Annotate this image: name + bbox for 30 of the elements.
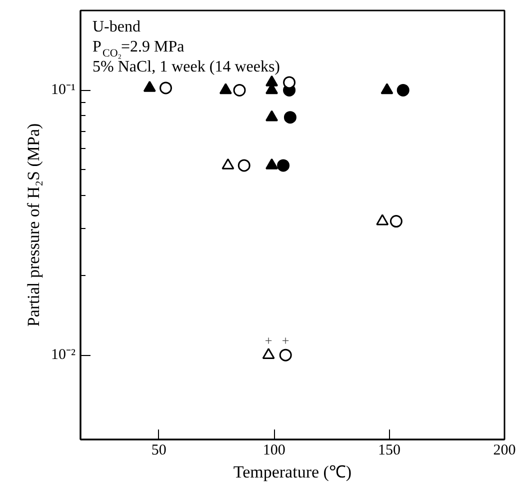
point [160,82,172,94]
point [238,159,250,172]
y-tick-label: 10⁻² [51,347,76,364]
x-axis-title: Temperature (℃) [233,462,352,482]
annotation: U-bend [92,18,140,36]
point [284,111,296,124]
point [390,215,402,228]
point [222,158,234,170]
point [279,348,292,362]
annotation: 5% NaCl, 1 week (14 weeks) [92,58,280,76]
point [233,84,246,96]
point [266,75,278,86]
point [396,84,410,96]
x-tick-label: 200 [493,442,516,458]
point [266,110,278,122]
point [376,214,389,226]
point [277,159,290,172]
point [266,158,278,170]
x-tick-label: 100 [262,442,286,458]
point [380,83,394,94]
point [262,348,275,359]
point [219,83,232,94]
annotation: + [282,333,290,348]
x-tick-label: 50 [151,442,166,458]
x-tick-label: 150 [378,442,401,458]
y-axis-title: Partial pressure of H₂S (MPa) [24,123,44,327]
point [283,76,296,89]
point [143,80,156,92]
annotation: + [264,333,272,348]
y-tick-label: 10⁻¹ [51,82,76,98]
